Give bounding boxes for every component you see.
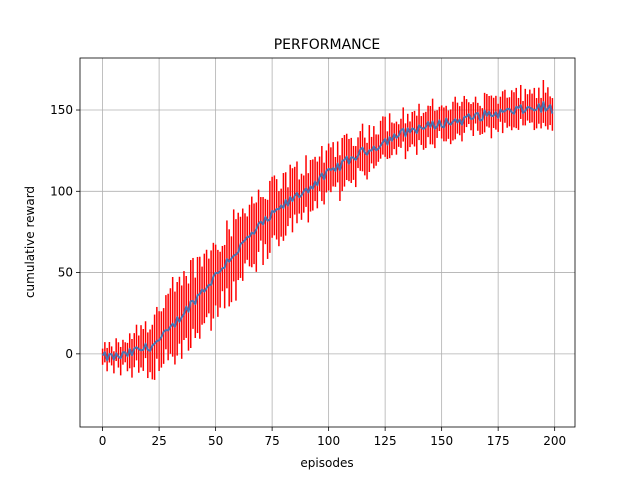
plot-frame [79, 57, 576, 428]
axis-ticks: 0 25 50 75 100 125 150 175 200 0 50 100 150 [50, 103, 566, 448]
x-tick-label: 50 [208, 434, 223, 448]
chart-title: PERFORMANCE [274, 37, 381, 53]
x-tick-label: 175 [487, 434, 510, 448]
x-tick-label: 200 [543, 434, 566, 448]
mean-line-layer [101, 100, 554, 362]
y-tick-label: 0 [65, 347, 73, 361]
x-tick-label: 100 [317, 434, 340, 448]
x-tick-label: 25 [151, 434, 166, 448]
y-tick-label: 100 [50, 184, 73, 198]
y-axis-label: cumulative reward [23, 186, 37, 298]
x-tick-label: 125 [374, 434, 397, 448]
y-tick-label: 50 [58, 266, 73, 280]
x-tick-label: 0 [99, 434, 107, 448]
x-tick-label: 150 [430, 434, 453, 448]
x-tick-label: 75 [264, 434, 279, 448]
mean-line [101, 100, 554, 362]
x-axis-label: episodes [300, 456, 353, 470]
y-tick-label: 150 [50, 103, 73, 117]
